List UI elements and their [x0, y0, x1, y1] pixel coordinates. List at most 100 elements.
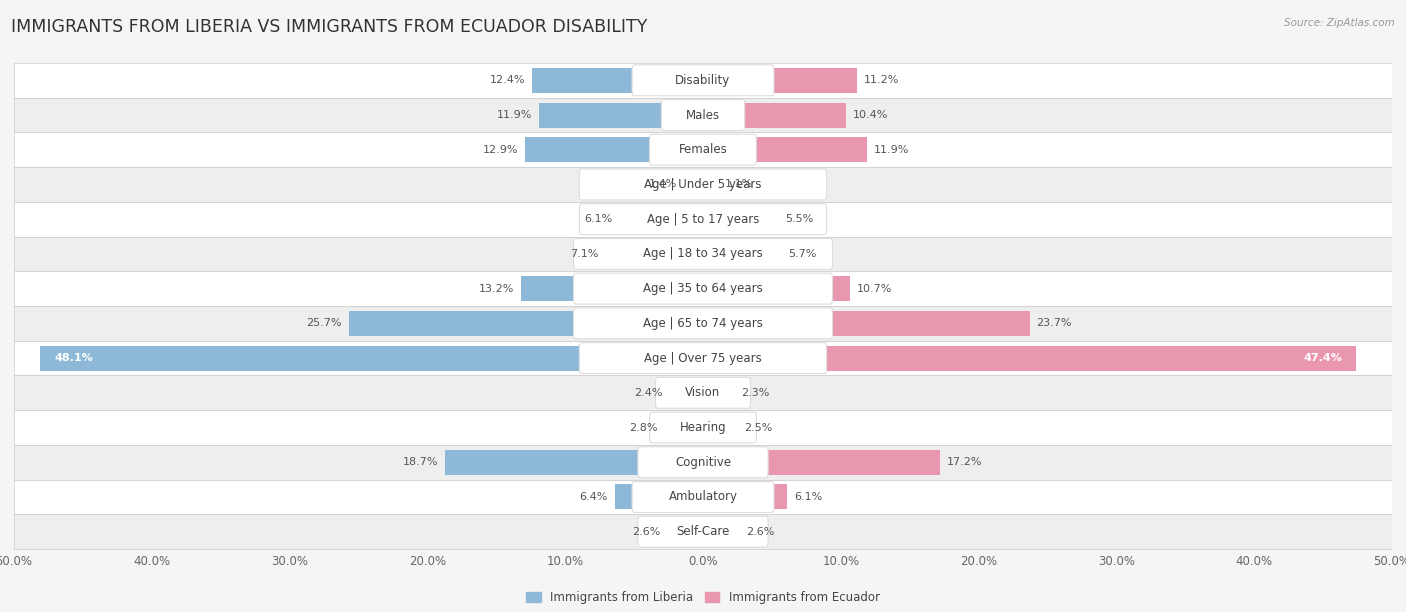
Text: Cognitive: Cognitive	[675, 456, 731, 469]
Bar	[605, 241, 703, 266]
Text: Disability: Disability	[675, 74, 731, 87]
Text: 12.4%: 12.4%	[489, 75, 526, 85]
Bar	[614, 485, 703, 509]
FancyBboxPatch shape	[633, 65, 773, 95]
Bar	[446, 450, 703, 475]
FancyBboxPatch shape	[14, 237, 1392, 271]
FancyBboxPatch shape	[633, 482, 773, 512]
Text: 6.4%: 6.4%	[579, 492, 607, 502]
FancyBboxPatch shape	[579, 169, 827, 200]
FancyBboxPatch shape	[574, 273, 832, 304]
Text: 2.5%: 2.5%	[744, 422, 773, 433]
FancyBboxPatch shape	[14, 375, 1392, 410]
Bar	[669, 380, 703, 405]
FancyBboxPatch shape	[14, 341, 1392, 375]
Bar	[703, 103, 846, 127]
Bar	[703, 380, 735, 405]
Text: Age | 18 to 34 years: Age | 18 to 34 years	[643, 247, 763, 261]
FancyBboxPatch shape	[14, 63, 1392, 98]
Bar	[41, 346, 703, 371]
Bar	[522, 276, 703, 301]
Text: 17.2%: 17.2%	[946, 457, 983, 467]
Bar	[703, 241, 782, 266]
Text: 1.4%: 1.4%	[648, 179, 676, 190]
Text: 2.6%: 2.6%	[745, 527, 775, 537]
Text: Age | 65 to 74 years: Age | 65 to 74 years	[643, 317, 763, 330]
Text: Vision: Vision	[685, 386, 721, 399]
Text: 2.4%: 2.4%	[634, 388, 664, 398]
Bar	[703, 415, 738, 440]
Text: Source: ZipAtlas.com: Source: ZipAtlas.com	[1284, 18, 1395, 28]
FancyBboxPatch shape	[14, 271, 1392, 306]
FancyBboxPatch shape	[661, 100, 745, 130]
Text: Age | 5 to 17 years: Age | 5 to 17 years	[647, 213, 759, 226]
Bar	[538, 103, 703, 127]
Text: 10.4%: 10.4%	[853, 110, 889, 120]
Text: 1.1%: 1.1%	[725, 179, 754, 190]
FancyBboxPatch shape	[14, 98, 1392, 132]
Text: 11.9%: 11.9%	[496, 110, 531, 120]
Text: 47.4%: 47.4%	[1303, 353, 1343, 363]
Text: Age | 35 to 64 years: Age | 35 to 64 years	[643, 282, 763, 295]
Bar	[703, 485, 787, 509]
Text: 2.3%: 2.3%	[741, 388, 770, 398]
Bar	[668, 519, 703, 544]
Text: 6.1%: 6.1%	[794, 492, 823, 502]
Bar	[703, 276, 851, 301]
FancyBboxPatch shape	[650, 134, 756, 165]
Text: 12.9%: 12.9%	[482, 145, 519, 155]
FancyBboxPatch shape	[574, 308, 832, 339]
Bar	[703, 519, 738, 544]
Text: 11.2%: 11.2%	[865, 75, 900, 85]
Text: Females: Females	[679, 143, 727, 156]
Text: 11.9%: 11.9%	[875, 145, 910, 155]
Text: 25.7%: 25.7%	[307, 318, 342, 329]
Bar	[619, 207, 703, 232]
FancyBboxPatch shape	[579, 343, 827, 373]
Text: 2.8%: 2.8%	[628, 422, 658, 433]
Bar	[703, 68, 858, 93]
FancyBboxPatch shape	[638, 517, 768, 547]
FancyBboxPatch shape	[14, 167, 1392, 202]
FancyBboxPatch shape	[14, 306, 1392, 341]
Bar	[703, 137, 868, 162]
Bar	[703, 450, 941, 475]
FancyBboxPatch shape	[638, 447, 768, 478]
Bar	[703, 207, 779, 232]
Text: Males: Males	[686, 108, 720, 122]
FancyBboxPatch shape	[579, 204, 827, 234]
Text: 6.1%: 6.1%	[583, 214, 612, 224]
Text: Ambulatory: Ambulatory	[668, 490, 738, 504]
FancyBboxPatch shape	[14, 480, 1392, 514]
FancyBboxPatch shape	[574, 239, 832, 269]
Bar	[665, 415, 703, 440]
Bar	[683, 172, 703, 197]
Bar	[531, 68, 703, 93]
FancyBboxPatch shape	[655, 378, 751, 408]
Text: Self-Care: Self-Care	[676, 525, 730, 538]
Text: Age | Over 75 years: Age | Over 75 years	[644, 351, 762, 365]
Text: 5.7%: 5.7%	[789, 249, 817, 259]
FancyBboxPatch shape	[14, 445, 1392, 480]
Bar	[703, 172, 718, 197]
FancyBboxPatch shape	[14, 132, 1392, 167]
Text: 18.7%: 18.7%	[404, 457, 439, 467]
Text: 5.5%: 5.5%	[786, 214, 814, 224]
Bar	[526, 137, 703, 162]
Bar	[349, 311, 703, 336]
FancyBboxPatch shape	[14, 410, 1392, 445]
Text: 23.7%: 23.7%	[1036, 318, 1071, 329]
Bar	[703, 346, 1357, 371]
FancyBboxPatch shape	[650, 412, 756, 443]
Text: IMMIGRANTS FROM LIBERIA VS IMMIGRANTS FROM ECUADOR DISABILITY: IMMIGRANTS FROM LIBERIA VS IMMIGRANTS FR…	[11, 18, 648, 36]
Legend: Immigrants from Liberia, Immigrants from Ecuador: Immigrants from Liberia, Immigrants from…	[522, 586, 884, 608]
Text: Age | Under 5 years: Age | Under 5 years	[644, 178, 762, 191]
Text: 10.7%: 10.7%	[858, 283, 893, 294]
Bar	[703, 311, 1029, 336]
Text: Hearing: Hearing	[679, 421, 727, 434]
Text: 7.1%: 7.1%	[569, 249, 599, 259]
Text: 13.2%: 13.2%	[479, 283, 515, 294]
Text: 2.6%: 2.6%	[631, 527, 661, 537]
Text: 48.1%: 48.1%	[53, 353, 93, 363]
FancyBboxPatch shape	[14, 514, 1392, 549]
